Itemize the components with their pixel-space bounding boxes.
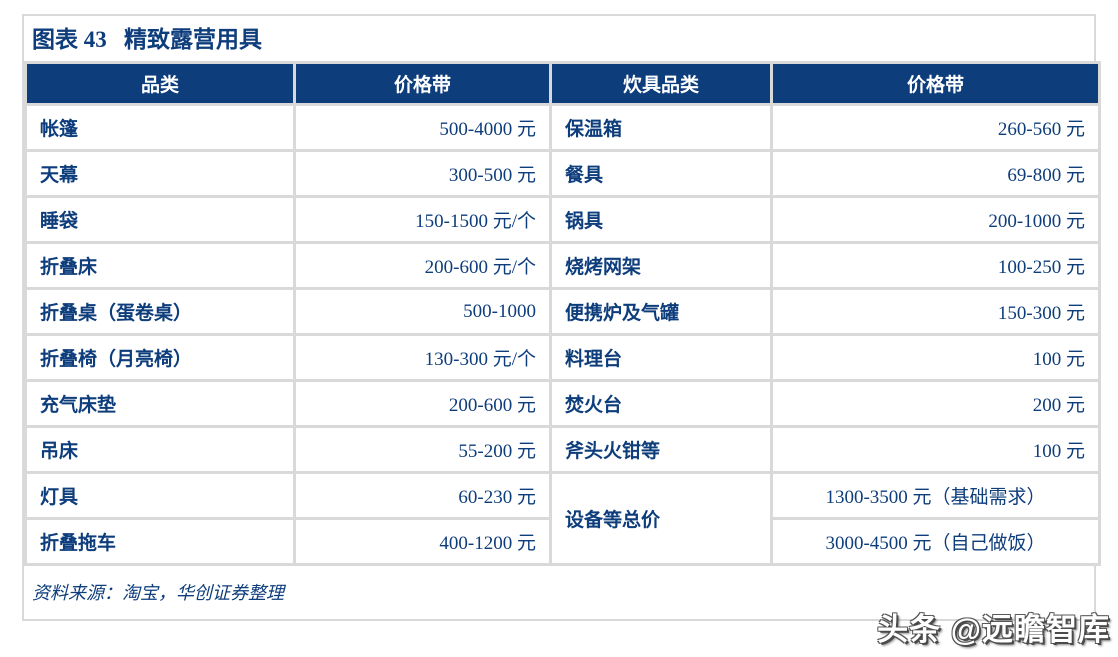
table-row: 灯具 60-230 元设备等总价 1300-3500 元（基础需求） (24, 471, 1101, 567)
price-cell: 200-600 元 (293, 379, 552, 429)
table-row: 天幕 300-500 元餐具 69-800 元 (24, 149, 1101, 199)
price-cell: 60-230 元 (293, 471, 552, 521)
category-cell: 天幕 (24, 149, 296, 199)
price-cell: 100 元 (770, 425, 1101, 475)
category-cell: 折叠床 (24, 241, 296, 291)
category-cell: 料理台 (549, 333, 773, 383)
table-row: 折叠椅（月亮椅） 130-300 元/个 料理台 100 元 (24, 333, 1101, 383)
category-cell: 充气床垫 (24, 379, 296, 429)
category-cell: 焚火台 (549, 379, 773, 429)
price-cell: 150-1500 元/个 (293, 195, 552, 245)
figure-box: 图表 43 精致露营用具 品类 价格带 炊具品类 价格带 帐篷 500-4000 元保温… (22, 14, 1101, 622)
category-cell: 餐具 (549, 149, 773, 199)
table-row: 帐篷 500-4000 元保温箱 260-560 元 (24, 103, 1101, 153)
merged-category-cell: 设备等总价 (549, 471, 773, 567)
price-cell: 150-300 元 (770, 287, 1101, 337)
table-row: 充气床垫 200-600 元焚火台 200 元 (24, 379, 1101, 429)
category-cell: 灯具 (24, 471, 296, 521)
category-cell: 睡袋 (24, 195, 296, 245)
table-row: 睡袋 150-1500 元/个 锅具 200-1000 元 (24, 195, 1101, 245)
category-cell: 帐篷 (24, 103, 296, 153)
column-header: 价格带 (293, 61, 552, 107)
category-cell: 折叠椅（月亮椅） (24, 333, 296, 383)
category-cell: 折叠桌（蛋卷桌） (24, 287, 296, 337)
price-cell: 130-300 元/个 (293, 333, 552, 383)
price-cell: 300-500 元 (293, 149, 552, 199)
category-cell: 斧头火钳等 (549, 425, 773, 475)
price-cell: 200-1000 元 (770, 195, 1101, 245)
figure-title: 图表 43 精致露营用具 (32, 27, 262, 52)
category-cell: 烧烤网架 (549, 241, 773, 291)
table-row: 折叠拖车 400-1200 元 3000-4500 元（自己做饭） (24, 517, 1101, 567)
category-cell: 锅具 (549, 195, 773, 245)
price-cell: 200 元 (770, 379, 1101, 429)
price-cell: 500-1000 (293, 287, 552, 337)
column-header: 品类 (24, 61, 296, 107)
category-cell: 折叠拖车 (24, 517, 296, 567)
category-cell: 便携炉及气罐 (549, 287, 773, 337)
price-cell: 400-1200 元 (293, 517, 552, 567)
table-row: 吊床 55-200 元斧头火钳等 100 元 (24, 425, 1101, 475)
price-cell: 55-200 元 (293, 425, 552, 475)
table-row: 折叠桌（蛋卷桌） 500-1000 便携炉及气罐 150-300 元 (24, 287, 1101, 337)
price-cell: 200-600 元/个 (293, 241, 552, 291)
price-cell: 100-250 元 (770, 241, 1101, 291)
column-header: 价格带 (770, 61, 1101, 107)
source-note: 资料来源：淘宝，华创证券整理 (32, 583, 284, 604)
watermark: 头条 @远瞻智库 (877, 612, 1110, 647)
category-cell: 保温箱 (549, 103, 773, 153)
header-row: 品类 价格带 炊具品类 价格带 (24, 61, 1101, 107)
column-header: 炊具品类 (549, 61, 773, 107)
price-cell: 69-800 元 (770, 149, 1101, 199)
price-cell: 260-560 元 (770, 103, 1101, 153)
price-cell: 100 元 (770, 333, 1101, 383)
table-row: 折叠床 200-600 元/个 烧烤网架 100-250 元 (24, 241, 1101, 291)
price-cell: 500-4000 元 (293, 103, 552, 153)
total-price-cell: 3000-4500 元（自己做饭） (770, 517, 1101, 567)
glamping-price-table: 品类 价格带 炊具品类 价格带 帐篷 500-4000 元保温箱 260-560 元天幕 3… (24, 61, 1101, 567)
category-cell: 吊床 (24, 425, 296, 475)
total-price-cell: 1300-3500 元（基础需求） (770, 471, 1101, 521)
